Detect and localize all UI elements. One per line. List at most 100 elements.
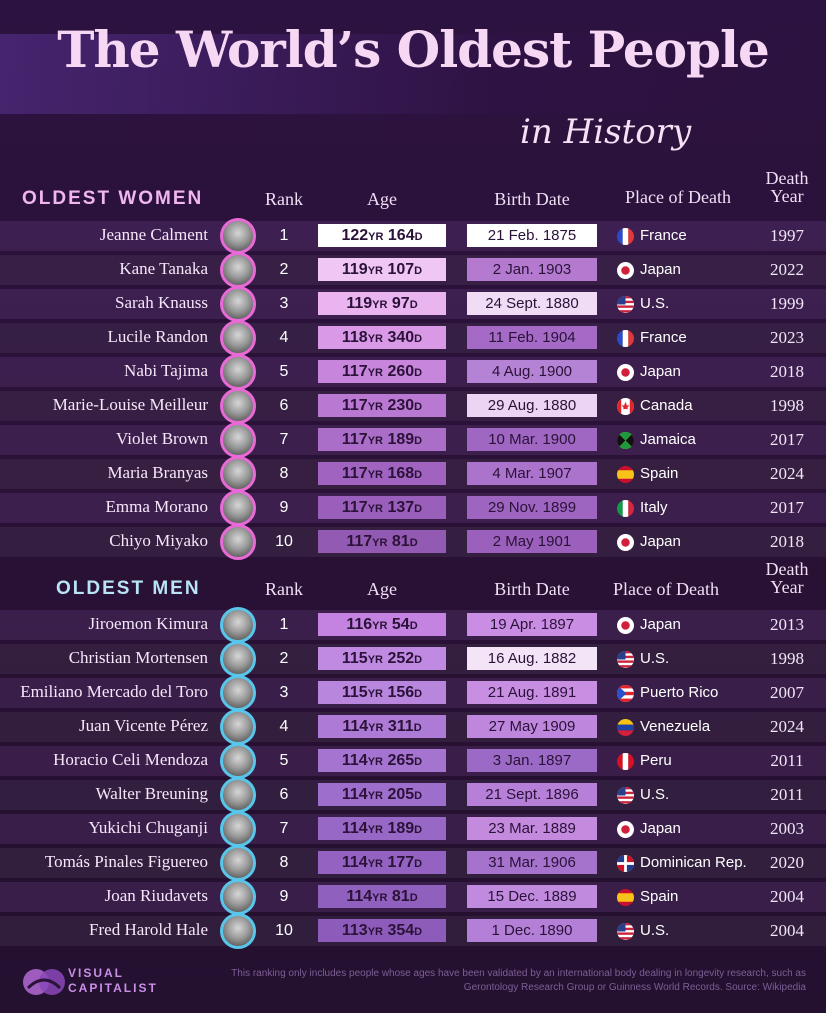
place-of-death: Spain bbox=[640, 465, 679, 482]
rank-value: 8 bbox=[279, 854, 289, 871]
rank-value: 10 bbox=[275, 533, 293, 550]
age-days-unit: D bbox=[414, 435, 423, 447]
age-years-unit: YR bbox=[367, 435, 383, 447]
age-box: 117YR 260D bbox=[318, 360, 446, 383]
person-name: Kane Tanaka bbox=[119, 259, 208, 278]
table-row: Kane Tanaka 2 119YR 107D 2 Jan. 1903 Japan 20… bbox=[0, 252, 826, 288]
birth-date: 11 Feb. 1904 bbox=[467, 326, 597, 349]
age-days: 260 bbox=[387, 363, 415, 380]
birth-date: 21 Aug. 1891 bbox=[467, 681, 597, 704]
rank-value: 5 bbox=[279, 363, 289, 380]
person-name: Emma Morano bbox=[105, 497, 208, 516]
age-years-unit: YR bbox=[367, 401, 383, 413]
place-of-death: Spain bbox=[640, 888, 679, 905]
age-years: 114 bbox=[346, 888, 373, 905]
flag-spain-icon bbox=[617, 466, 634, 483]
place-of-death: Japan bbox=[640, 820, 681, 837]
age-box: 114YR 205D bbox=[318, 783, 446, 806]
death-year: 1998 bbox=[770, 649, 804, 668]
age-days-unit: D bbox=[414, 654, 423, 666]
age-years-unit: YR bbox=[367, 503, 383, 515]
birth-date: 15 Dec. 1889 bbox=[467, 885, 597, 908]
flag-us-icon bbox=[617, 651, 634, 668]
rank-value: 2 bbox=[279, 261, 289, 278]
age-years: 115 bbox=[341, 684, 368, 701]
flag-japan-icon bbox=[617, 534, 634, 551]
age-years: 117 bbox=[341, 431, 368, 448]
portrait-avatar bbox=[220, 709, 256, 745]
flag-venezuela-icon bbox=[617, 719, 634, 736]
age-years-unit: YR bbox=[372, 299, 388, 311]
age-years: 116 bbox=[346, 616, 373, 633]
rank-value: 8 bbox=[279, 465, 289, 482]
rank-value: 2 bbox=[279, 650, 289, 667]
age-box: 117YR 168D bbox=[318, 462, 446, 485]
person-name: Horacio Celi Mendoza bbox=[53, 750, 208, 769]
rank-value: 7 bbox=[279, 431, 289, 448]
place-of-death: Dominican Rep. bbox=[640, 854, 747, 871]
birth-date: 10 Mar. 1900 bbox=[467, 428, 597, 451]
age-box: 114YR 265D bbox=[318, 749, 446, 772]
women-place-header: Place of Death bbox=[625, 187, 731, 207]
age-years: 117 bbox=[341, 465, 368, 482]
age-days: 168 bbox=[387, 465, 415, 482]
portrait-avatar bbox=[220, 490, 256, 526]
rank-value: 3 bbox=[279, 684, 289, 701]
table-row: Fred Harold Hale 10 113YR 354D 1 Dec. 1890 U… bbox=[0, 913, 826, 949]
rank-value: 9 bbox=[279, 499, 289, 516]
death-year: 2011 bbox=[770, 785, 804, 804]
age-days-unit: D bbox=[409, 537, 418, 549]
age-days: 107 bbox=[387, 261, 415, 278]
place-of-death: Japan bbox=[640, 363, 681, 380]
age-years-unit: YR bbox=[367, 654, 383, 666]
table-row: Emma Morano 9 117YR 137D 29 Nov. 1899 Italy 2… bbox=[0, 490, 826, 526]
portrait-avatar bbox=[220, 675, 256, 711]
death-year: 2018 bbox=[770, 362, 804, 381]
age-years: 115 bbox=[341, 650, 368, 667]
rank-value: 6 bbox=[279, 397, 289, 414]
death-year: 2018 bbox=[770, 532, 804, 551]
flag-spain-icon bbox=[617, 889, 634, 906]
age-years: 117 bbox=[341, 499, 368, 516]
portrait-avatar bbox=[220, 607, 256, 643]
age-box: 119YR 107D bbox=[318, 258, 446, 281]
table-row: Horacio Celi Mendoza 5 114YR 265D 3 Jan. 18… bbox=[0, 743, 826, 779]
portrait-avatar bbox=[220, 913, 256, 949]
age-days-unit: D bbox=[413, 722, 422, 734]
rank-value: 5 bbox=[279, 752, 289, 769]
person-name: Tomás Pinales Figuereo bbox=[44, 852, 208, 871]
age-days-unit: D bbox=[409, 620, 418, 632]
table-row: Yukichi Chuganji 7 114YR 189D 23 Mar. 1889 J… bbox=[0, 811, 826, 847]
portrait-avatar bbox=[220, 320, 256, 356]
age-box: 114YR 189D bbox=[318, 817, 446, 840]
age-years-unit: YR bbox=[372, 537, 388, 549]
age-years-unit: YR bbox=[367, 858, 383, 870]
age-box: 116YR 54D bbox=[318, 613, 446, 636]
women-age-header: Age bbox=[367, 189, 397, 209]
birth-date: 4 Aug. 1900 bbox=[467, 360, 597, 383]
age-days-unit: D bbox=[414, 333, 423, 345]
rank-value: 7 bbox=[279, 820, 289, 837]
age-years-unit: YR bbox=[372, 892, 388, 904]
person-name: Jiroemon Kimura bbox=[88, 614, 208, 633]
flag-dominican-icon bbox=[617, 855, 634, 872]
birth-date: 27 May 1909 bbox=[467, 715, 597, 738]
title-band bbox=[0, 34, 826, 114]
person-name: Maria Branyas bbox=[107, 463, 208, 482]
age-days: 81 bbox=[391, 533, 410, 550]
age-box: 119YR 97D bbox=[318, 292, 446, 315]
age-days-unit: D bbox=[414, 926, 423, 938]
age-box: 122YR 164D bbox=[318, 224, 446, 247]
death-year: 2011 bbox=[770, 751, 804, 770]
page-subtitle: in History bbox=[520, 112, 692, 152]
person-name: Walter Breuning bbox=[95, 784, 208, 803]
age-box: 114YR 81D bbox=[318, 885, 446, 908]
person-name: Christian Mortensen bbox=[68, 648, 208, 667]
birth-date: 4 Mar. 1907 bbox=[467, 462, 597, 485]
person-name: Fred Harold Hale bbox=[89, 920, 208, 939]
portrait-avatar bbox=[220, 354, 256, 390]
place-of-death: France bbox=[640, 227, 687, 244]
source-note: This ranking only includes people whose … bbox=[231, 968, 806, 993]
age-box: 117YR 81D bbox=[318, 530, 446, 553]
